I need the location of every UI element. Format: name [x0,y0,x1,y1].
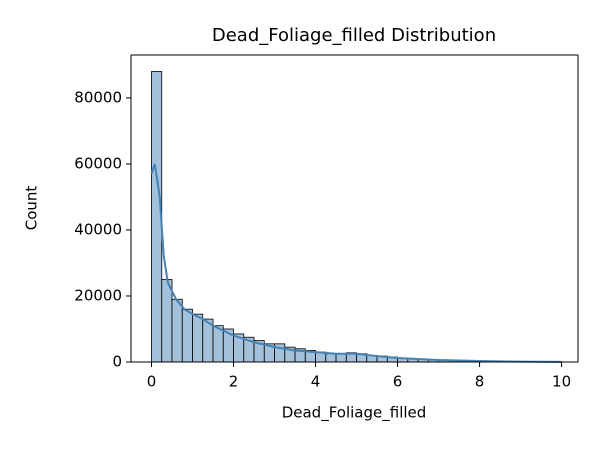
bar [193,314,203,362]
x-tick-label: 6 [393,373,403,391]
x-tick-label: 8 [475,373,485,391]
bar [336,354,346,362]
bar [172,299,182,362]
bar [182,309,192,362]
y-tick-label: 80000 [74,88,122,106]
x-tick-label: 10 [552,373,571,391]
x-tick-label: 0 [147,373,157,391]
bar [162,279,172,362]
y-axis-label: Count [23,186,41,231]
x-axis-label: Dead_Foliage_filled [282,404,427,423]
y-tick-label: 40000 [74,220,122,238]
y-tick-label: 0 [112,353,122,371]
x-tick-label: 4 [311,373,321,391]
bar [326,354,336,362]
y-tick-label: 60000 [74,154,122,172]
bar [213,326,223,362]
x-tick-label: 2 [229,373,239,391]
y-tick-label: 20000 [74,286,122,304]
chart-title: Dead_Foliage_filled Distribution [212,25,496,46]
